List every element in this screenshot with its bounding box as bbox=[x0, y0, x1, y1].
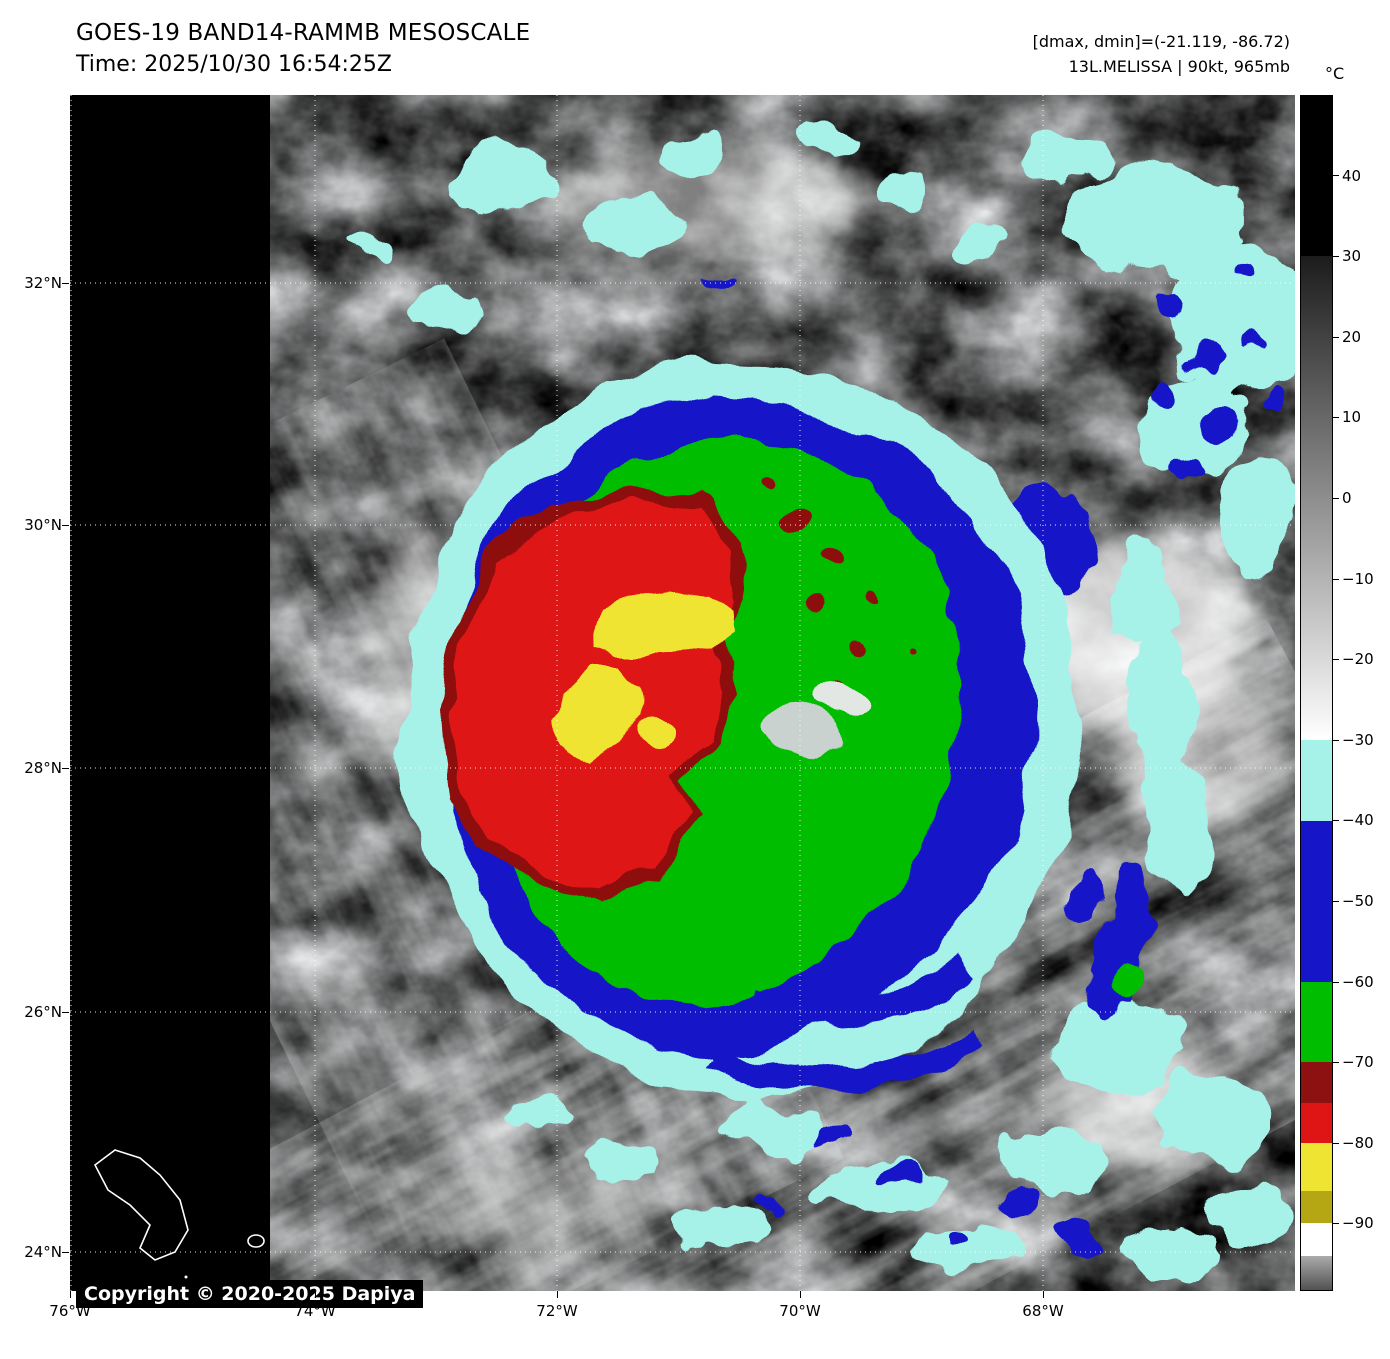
temp-tick-label: −10 bbox=[1342, 570, 1374, 588]
temp-tick-label: −50 bbox=[1342, 892, 1374, 910]
cb-band-red bbox=[1300, 1103, 1333, 1143]
temp-tick-label: −20 bbox=[1342, 650, 1374, 668]
temp-tick-label: −70 bbox=[1342, 1053, 1374, 1071]
gridlines bbox=[70, 95, 1295, 1291]
colorbar bbox=[1300, 95, 1333, 1291]
dry-slot bbox=[760, 684, 862, 757]
cirrus-cyan-patches bbox=[352, 119, 1295, 1281]
spiral-blue-bands bbox=[706, 953, 984, 1093]
temp-tick-label: 40 bbox=[1342, 167, 1362, 185]
cold-green-speck bbox=[1114, 964, 1138, 998]
cb-border bbox=[1300, 95, 1333, 1291]
temp-tick-mark bbox=[1333, 740, 1339, 741]
temp-tick-mark bbox=[1333, 982, 1339, 983]
lat-tick-label: 24°N bbox=[24, 1243, 62, 1261]
temp-tick-label: −60 bbox=[1342, 973, 1374, 991]
page-title: GOES-19 BAND14-RAMMB MESOSCALE bbox=[76, 20, 531, 46]
cb-band-cyan bbox=[1300, 740, 1333, 821]
cb-band-blue bbox=[1300, 821, 1333, 982]
lon-tick-mark bbox=[315, 1291, 316, 1298]
lat-tick-mark bbox=[62, 283, 69, 284]
lon-tick-mark bbox=[1043, 1291, 1044, 1298]
scan-sector bbox=[270, 95, 1295, 1291]
cb-band-gray-ramp bbox=[1300, 256, 1333, 740]
temp-tick-mark bbox=[1333, 256, 1339, 257]
copyright-label: Copyright © 2020-2025 Dapiya bbox=[76, 1280, 424, 1308]
lat-tick-label: 32°N bbox=[24, 274, 62, 292]
lon-tick-mark bbox=[70, 1291, 71, 1298]
lon-tick-mark bbox=[557, 1291, 558, 1298]
lon-tick-label: 74°W bbox=[294, 1302, 336, 1320]
temp-tick-mark bbox=[1333, 175, 1339, 176]
temp-tick-mark bbox=[1333, 337, 1339, 338]
ir-yellow-core bbox=[554, 587, 734, 755]
colorbar-unit-label: °C bbox=[1325, 64, 1345, 83]
cb-band-olive bbox=[1300, 1191, 1333, 1223]
temp-tick-label: −30 bbox=[1342, 731, 1374, 749]
lon-tick-label: 68°W bbox=[1022, 1302, 1064, 1320]
lat-tick-mark bbox=[62, 525, 69, 526]
lon-tick-label: 70°W bbox=[779, 1302, 821, 1320]
timestamp-label: Time: 2025/10/30 16:54:25Z bbox=[76, 52, 392, 77]
temp-tick-mark bbox=[1333, 901, 1339, 902]
temp-tick-mark bbox=[1333, 498, 1339, 499]
storm-info-label: 13L.MELISSA | 90kt, 965mb bbox=[1068, 57, 1290, 76]
temp-tick-label: 20 bbox=[1342, 328, 1362, 346]
map-canvas bbox=[70, 95, 1295, 1291]
lat-tick-mark bbox=[62, 1012, 69, 1013]
temp-tick-mark bbox=[1333, 659, 1339, 660]
cb-band-black bbox=[1300, 95, 1333, 256]
lat-tick-label: 26°N bbox=[24, 1003, 62, 1021]
temp-tick-mark bbox=[1333, 1062, 1339, 1063]
lat-tick-mark bbox=[62, 1252, 69, 1253]
cb-band-gray-foot bbox=[1300, 1256, 1333, 1291]
lat-tick-label: 30°N bbox=[24, 516, 62, 534]
cb-band-white bbox=[1300, 1223, 1333, 1256]
lon-tick-label: 72°W bbox=[536, 1302, 578, 1320]
temp-tick-mark bbox=[1333, 579, 1339, 580]
temp-tick-label: −80 bbox=[1342, 1134, 1374, 1152]
storm-core-layers bbox=[400, 363, 1138, 1103]
temp-tick-label: 10 bbox=[1342, 408, 1362, 426]
temp-tick-label: −90 bbox=[1342, 1214, 1374, 1232]
temp-tick-mark bbox=[1333, 417, 1339, 418]
colorbar-scale bbox=[1300, 95, 1333, 1291]
temp-tick-label: −40 bbox=[1342, 811, 1374, 829]
temp-tick-mark bbox=[1333, 820, 1339, 821]
lat-tick-label: 28°N bbox=[24, 759, 62, 777]
cb-band-maroon bbox=[1300, 1062, 1333, 1103]
temp-tick-mark bbox=[1333, 1143, 1339, 1144]
temp-tick-label: 0 bbox=[1342, 489, 1352, 507]
lat-tick-mark bbox=[62, 768, 69, 769]
outflow-cirrus-streaks bbox=[270, 708, 1295, 1291]
lon-tick-label: 76°W bbox=[49, 1302, 91, 1320]
temp-tick-label: 30 bbox=[1342, 247, 1362, 265]
satellite-image bbox=[70, 95, 1295, 1291]
coastline bbox=[93, 1149, 265, 1279]
lon-tick-mark bbox=[800, 1291, 801, 1298]
cb-band-yellow bbox=[1300, 1143, 1333, 1191]
dmax-dmin-label: [dmax, dmin]=(-21.119, -86.72) bbox=[1032, 32, 1290, 51]
temp-tick-mark bbox=[1333, 1223, 1339, 1224]
cb-band-green bbox=[1300, 982, 1333, 1062]
